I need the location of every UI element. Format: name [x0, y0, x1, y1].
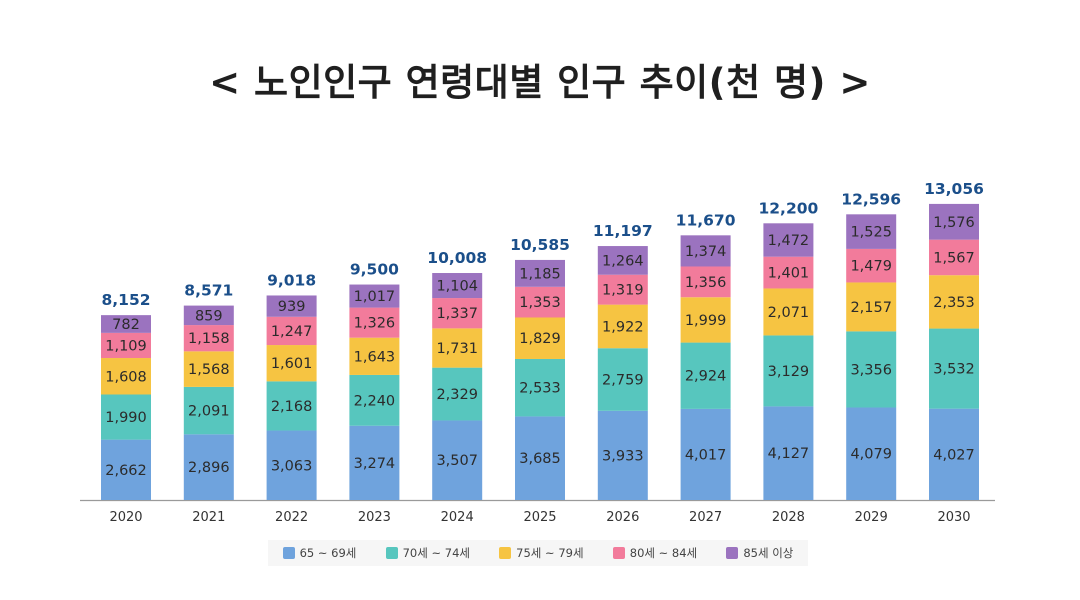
data-label: 1,608	[105, 369, 147, 385]
x-tick-label: 2021	[192, 510, 225, 525]
data-label: 2,168	[271, 399, 313, 415]
legend-item-65-69: 65 ~ 69세	[283, 545, 357, 561]
data-label: 4,079	[850, 447, 892, 463]
data-label: 1,319	[602, 283, 644, 299]
data-label: 3,507	[436, 453, 478, 469]
x-tick-label: 2030	[937, 510, 970, 525]
legend-swatch	[386, 547, 398, 559]
legend-label: 70세 ~ 74세	[403, 545, 470, 561]
total-label: 10,585	[510, 236, 570, 254]
data-label: 1,829	[519, 331, 561, 347]
data-label: 4,017	[685, 447, 727, 463]
data-label: 859	[195, 308, 223, 324]
data-label: 1,264	[602, 253, 644, 269]
x-tick-label: 2020	[109, 510, 142, 525]
x-tick-label: 2022	[275, 510, 308, 525]
data-label: 2,353	[933, 295, 975, 311]
data-label: 3,685	[519, 451, 561, 467]
x-tick-label: 2028	[772, 510, 805, 525]
legend-label: 75세 ~ 79세	[516, 545, 583, 561]
x-tick-label: 2024	[441, 510, 474, 525]
data-label: 2,533	[519, 381, 561, 397]
data-label: 2,896	[188, 460, 230, 476]
data-label: 3,532	[933, 362, 975, 378]
data-label: 2,924	[685, 369, 727, 385]
data-label: 1,479	[850, 259, 892, 275]
data-label: 1,109	[105, 338, 147, 354]
data-label: 1,104	[436, 279, 478, 295]
data-label: 1,158	[188, 331, 230, 347]
data-label: 4,027	[933, 447, 975, 463]
legend-label: 65 ~ 69세	[300, 545, 357, 561]
data-label: 3,129	[768, 364, 810, 380]
data-label: 1,401	[768, 266, 810, 282]
data-label: 1,731	[436, 341, 478, 357]
data-label: 1,576	[933, 215, 975, 231]
data-label: 1,356	[685, 275, 727, 291]
legend-item-85-plus: 85세 이상	[726, 545, 793, 561]
data-label: 1,337	[436, 306, 478, 322]
data-label: 2,240	[354, 393, 396, 409]
data-label: 1,643	[354, 349, 396, 365]
data-label: 782	[112, 317, 140, 333]
total-label: 12,200	[758, 199, 818, 217]
data-label: 1,017	[354, 289, 396, 305]
data-label: 1,922	[602, 319, 644, 335]
data-label: 3,356	[850, 362, 892, 378]
total-label: 8,152	[101, 291, 150, 309]
data-label: 1,353	[519, 295, 561, 311]
data-label: 3,274	[354, 456, 396, 472]
legend-label: 80세 ~ 84세	[630, 545, 697, 561]
x-tick-label: 2023	[358, 510, 391, 525]
data-label: 1,472	[768, 233, 810, 249]
x-tick-label: 2029	[855, 510, 888, 525]
data-label: 2,091	[188, 404, 230, 420]
data-label: 2,157	[850, 300, 892, 316]
legend-swatch	[283, 547, 295, 559]
data-label: 2,329	[436, 387, 478, 403]
data-label: 2,662	[105, 463, 147, 479]
data-label: 1,990	[105, 410, 147, 426]
x-tick-label: 2027	[689, 510, 722, 525]
total-label: 9,500	[350, 261, 399, 279]
data-label: 2,071	[768, 305, 810, 321]
data-label: 3,063	[271, 458, 313, 474]
legend-swatch	[499, 547, 511, 559]
legend: 65 ~ 69세 70세 ~ 74세 75세 ~ 79세 80세 ~ 84세 8…	[268, 540, 808, 566]
data-label: 1,326	[354, 316, 396, 332]
data-label: 1,999	[685, 313, 727, 329]
data-label: 1,601	[271, 356, 313, 372]
total-label: 10,008	[427, 249, 487, 267]
x-tick-label: 2026	[606, 510, 639, 525]
legend-item-75-79: 75세 ~ 79세	[499, 545, 583, 561]
total-label: 13,056	[924, 180, 984, 198]
x-tick-label: 2025	[523, 510, 556, 525]
total-label: 11,197	[593, 222, 653, 240]
data-label: 2,759	[602, 373, 644, 389]
total-label: 12,596	[841, 190, 901, 208]
data-label: 1,568	[188, 362, 230, 378]
data-label: 939	[278, 299, 306, 315]
legend-label: 85세 이상	[743, 545, 793, 561]
data-label: 1,247	[271, 324, 313, 340]
data-label: 4,127	[768, 446, 810, 462]
total-label: 11,670	[676, 211, 736, 229]
data-label: 1,525	[850, 225, 892, 241]
legend-item-80-84: 80세 ~ 84세	[613, 545, 697, 561]
data-label: 1,374	[685, 244, 727, 260]
data-label: 1,567	[933, 250, 975, 266]
legend-swatch	[726, 547, 738, 559]
total-label: 9,018	[267, 271, 316, 289]
total-label: 8,571	[184, 282, 233, 300]
data-label: 3,933	[602, 448, 644, 464]
data-label: 1,185	[519, 266, 561, 282]
legend-item-70-74: 70세 ~ 74세	[386, 545, 470, 561]
legend-swatch	[613, 547, 625, 559]
